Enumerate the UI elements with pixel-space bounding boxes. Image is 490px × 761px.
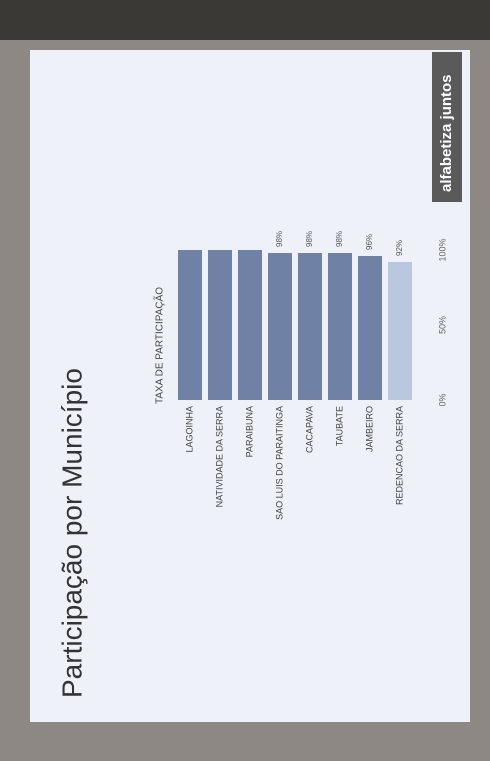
y-tick-label: CACAPAVA — [304, 406, 314, 453]
bar — [268, 253, 292, 400]
y-tick-label: REDENCAO DA SERRA — [394, 406, 404, 505]
bar — [208, 250, 232, 400]
value-label: 98% — [275, 231, 284, 247]
slide: Participação por Município TAXA DE PARTI… — [30, 50, 470, 722]
bar — [358, 256, 382, 400]
logo: alfabetiza juntos — [438, 74, 455, 192]
bar — [388, 262, 412, 400]
value-label: 92% — [395, 240, 404, 256]
y-tick-label: NATIVIDADE DA SERRA — [214, 406, 224, 507]
bar — [178, 250, 202, 400]
bar — [238, 250, 262, 400]
y-tick-label: PARAIBUNA — [244, 406, 254, 457]
chart-title: Participação por Município — [56, 368, 87, 698]
bar — [328, 253, 352, 400]
y-tick-label: JAMBEIRO — [364, 406, 374, 452]
x-tick-label: 100% — [437, 238, 447, 261]
bar — [298, 253, 322, 400]
chart-subtitle: TAXA DE PARTICIPAÇÃO — [153, 287, 166, 404]
value-label: 98% — [335, 231, 344, 247]
y-tick-label: SAO LUIS DO PARAITINGA — [274, 406, 284, 520]
value-label: 98% — [305, 231, 314, 247]
y-tick-label: LAGOINHA — [184, 406, 194, 453]
value-label: 96% — [365, 234, 374, 250]
x-tick-label: 0% — [437, 393, 447, 406]
y-tick-label: TAUBATE — [334, 406, 344, 446]
ceiling — [0, 0, 490, 40]
logo-box — [432, 52, 462, 202]
x-tick-label: 50% — [437, 316, 447, 334]
